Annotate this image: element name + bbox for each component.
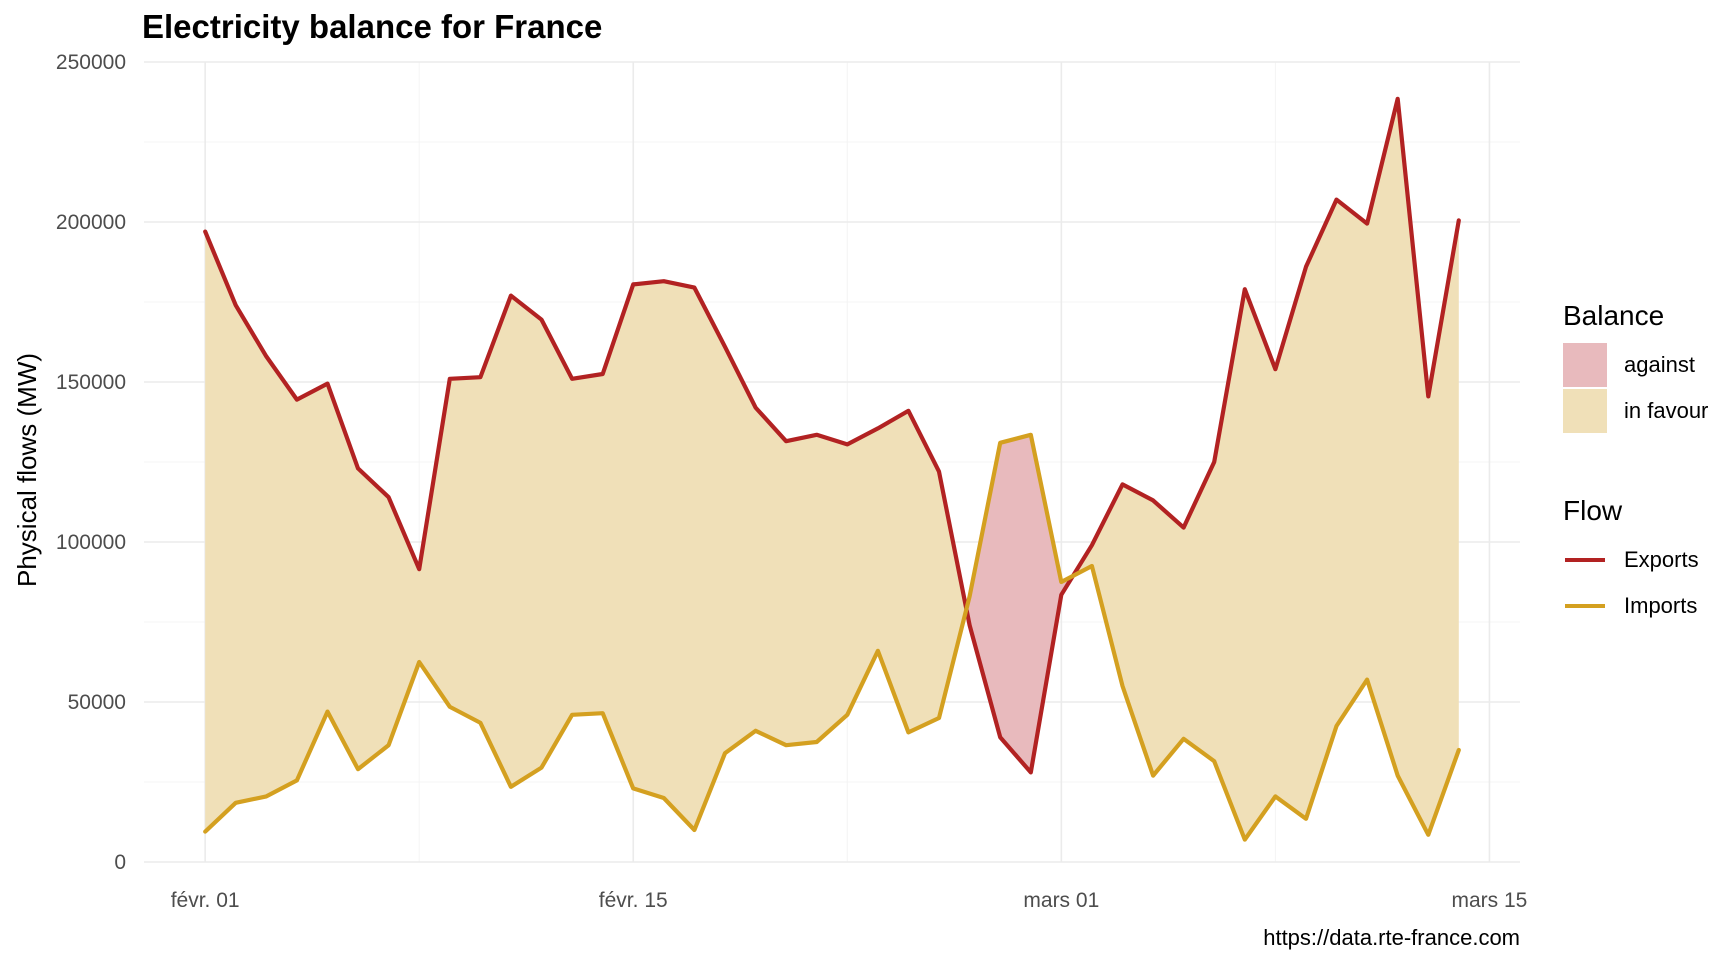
area-in-favour	[1073, 98, 1459, 840]
legend-label-in-favour: in favour	[1624, 398, 1709, 423]
y-tick-label: 0	[114, 851, 126, 874]
series-line-imports	[203, 432, 1461, 842]
y-tick-label: 200000	[56, 211, 126, 234]
source-caption: https://data.rte-france.com	[1263, 925, 1520, 950]
legend-swatch-in-favour	[1563, 389, 1607, 433]
y-tick-label: 50000	[68, 691, 126, 714]
x-axis-ticks: févr. 01 févr. 15 mars 01 mars 15	[171, 889, 1528, 912]
legend-swatch-exports	[1563, 538, 1607, 582]
y-tick-label: 250000	[56, 51, 126, 74]
legend-label-exports: Exports	[1624, 547, 1699, 572]
y-tick-label: 100000	[56, 531, 126, 554]
x-tick-label: mars 15	[1451, 889, 1527, 912]
legend-balance-title: Balance	[1563, 300, 1665, 331]
y-tick-label: 150000	[56, 371, 126, 394]
area-in-favour	[205, 231, 967, 832]
legend-flow: Flow Exports Imports	[1563, 495, 1699, 629]
series-line-exports	[203, 96, 1461, 775]
legend-label-imports: Imports	[1624, 593, 1698, 618]
y-axis-ticks: 0 50000 100000 150000 200000 250000	[56, 51, 126, 874]
x-tick-label: févr. 15	[599, 889, 668, 912]
legend-item-imports: Imports	[1563, 583, 1699, 629]
legend-item-exports: Exports	[1563, 537, 1699, 583]
x-tick-label: mars 01	[1023, 889, 1099, 912]
legend-item-in-favour: in favour	[1563, 388, 1708, 434]
legend-label-against: against	[1624, 352, 1695, 377]
x-tick-label: févr. 01	[171, 889, 240, 912]
flow-lines	[203, 96, 1461, 842]
y-axis-title: Physical flows (MW)	[12, 353, 42, 587]
legend-item-against: against	[1563, 342, 1708, 388]
legend-swatch-against	[1563, 343, 1607, 387]
legend-swatch-imports	[1563, 584, 1607, 628]
chart-title: Electricity balance for France	[142, 8, 603, 45]
area-against	[966, 434, 1073, 773]
legend-flow-title: Flow	[1563, 495, 1623, 526]
legend-balance: Balance against in favour	[1563, 300, 1708, 434]
